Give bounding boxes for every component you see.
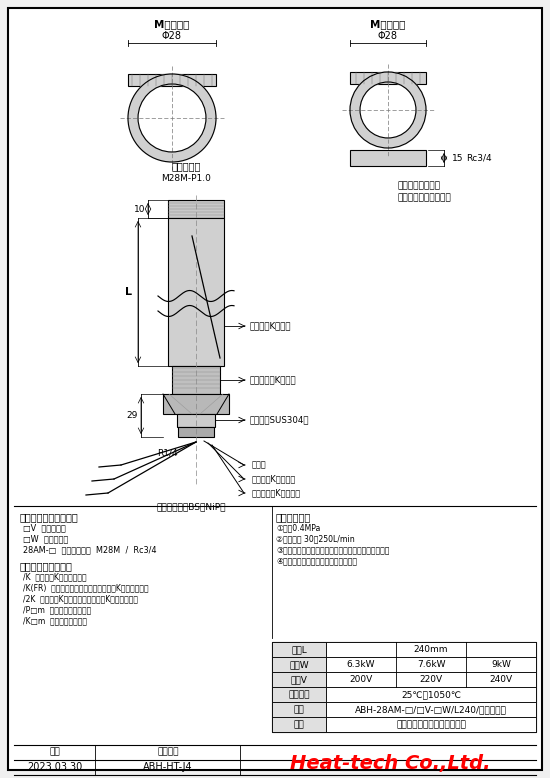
Text: 熱風吹出口: 熱風吹出口 (171, 161, 201, 171)
Text: M28M-P1.0: M28M-P1.0 (161, 173, 211, 183)
Text: 240mm: 240mm (414, 645, 448, 654)
Bar (272, 657, 326, 672)
Text: ④低温気体を供給せずに加熱すると、: ④低温気体を供給せずに加熱すると、 (276, 556, 357, 566)
Text: 高温用高出力型熱風ヒーター: 高温用高出力型熱風ヒーター (396, 720, 466, 729)
Text: 発熱体温度K熱電対線: 発熱体温度K熱電対線 (252, 489, 301, 497)
Text: 【注意事項】: 【注意事項】 (276, 512, 311, 522)
Text: 240V: 240V (490, 675, 513, 684)
Text: R1/4: R1/4 (157, 448, 177, 457)
Text: 28AM-□  吹出口の指定  M28M  /  Rc3/4: 28AM-□ 吹出口の指定 M28M / Rc3/4 (23, 545, 157, 555)
Text: Rc3/4: Rc3/4 (466, 153, 492, 163)
Bar (272, 672, 326, 687)
Text: 【オプション対応】: 【オプション対応】 (20, 561, 73, 571)
Text: Heat-tech Co.,Ltd.: Heat-tech Co.,Ltd. (290, 755, 490, 773)
Bar (272, 717, 326, 732)
Text: ABH-HT-J4: ABH-HT-J4 (143, 762, 193, 772)
Bar (326, 687, 536, 702)
Bar (350, 150, 426, 166)
Text: 電源線: 電源線 (252, 461, 267, 469)
Text: Φ28: Φ28 (378, 31, 398, 41)
Text: 管長L: 管長L (291, 645, 307, 654)
Text: M型内ネジ: M型内ネジ (370, 19, 406, 29)
Bar (128, 74, 216, 86)
Bar (272, 642, 536, 732)
Text: /P□m  電源線の長さの指定: /P□m 電源線の長さの指定 (23, 605, 91, 615)
Text: 2023.03.30: 2023.03.30 (28, 762, 82, 772)
Text: 6.3kW: 6.3kW (346, 660, 375, 669)
Text: 保護管（SUS304）: 保護管（SUS304） (250, 415, 310, 425)
Text: 図面番号: 図面番号 (157, 748, 179, 756)
Bar (326, 717, 536, 732)
Text: 10: 10 (134, 205, 146, 213)
Text: 型式: 型式 (294, 705, 304, 714)
Text: 日付: 日付 (50, 748, 60, 756)
Text: ABH-28AM-□/□V-□W/L240/オプション: ABH-28AM-□/□V-□W/L240/オプション (355, 705, 507, 714)
Text: 先端の継手金具は: 先端の継手金具は (398, 181, 441, 191)
Text: /2K  熱風温度K熱電対と発熱体温度K熱電対の追加: /2K 熱風温度K熱電対と発熱体温度K熱電対の追加 (23, 594, 138, 604)
Bar (163, 394, 229, 414)
Text: 7.6kW: 7.6kW (417, 660, 446, 669)
Polygon shape (128, 74, 216, 162)
Text: 29: 29 (126, 411, 138, 420)
Bar (326, 702, 536, 717)
Text: 気体供給口（BS・NiP）: 気体供給口（BS・NiP） (156, 503, 226, 511)
Bar (350, 72, 426, 84)
Bar (272, 642, 326, 657)
Text: 特注で作成数します。: 特注で作成数します。 (398, 194, 452, 202)
Bar (272, 687, 326, 702)
Bar (272, 702, 326, 717)
Text: □W  電力の指定: □W 電力の指定 (23, 534, 68, 544)
Bar (326, 657, 536, 672)
Text: 品名: 品名 (294, 720, 304, 729)
Text: □V  電圧の指定: □V 電圧の指定 (23, 524, 66, 532)
Text: /K□m  熱電対線長の指定: /K□m 熱電対線長の指定 (23, 616, 87, 626)
Text: 発熱体温度K熱電対: 発熱体温度K熱電対 (250, 376, 296, 384)
Bar (326, 672, 536, 687)
Text: 25℃～1050℃: 25℃～1050℃ (401, 690, 461, 699)
Bar (172, 366, 220, 394)
Text: 電力W: 電力W (289, 660, 309, 669)
Text: 9kW: 9kW (491, 660, 511, 669)
Text: 電圧V: 電圧V (290, 675, 307, 684)
Text: 熱風温度K熱電対線: 熱風温度K熱電対線 (252, 475, 296, 483)
Bar (178, 427, 214, 437)
Text: ①考入0.4MPa: ①考入0.4MPa (276, 524, 320, 532)
Text: 熱風温度: 熱風温度 (288, 690, 310, 699)
Text: ③供給気体はオイルミスト、水溟を除去して下さい。: ③供給気体はオイルミスト、水溟を除去して下さい。 (276, 545, 389, 555)
Text: L: L (125, 287, 133, 297)
Bar (177, 414, 215, 427)
Text: 【発注時の仕様指定】: 【発注時の仕様指定】 (20, 512, 79, 522)
Text: 熱風温度K熱電対: 熱風温度K熱電対 (250, 321, 292, 331)
Text: /K  熱風温度K熱電対の追加: /K 熱風温度K熱電対の追加 (23, 573, 87, 581)
Bar (168, 200, 224, 218)
Text: ②推奨流量 30～250L/min: ②推奨流量 30～250L/min (276, 534, 355, 544)
Polygon shape (350, 72, 426, 148)
Text: 15: 15 (452, 153, 464, 163)
Text: 220V: 220V (420, 675, 443, 684)
Bar (326, 642, 536, 657)
Text: M型外ネジ: M型外ネジ (155, 19, 190, 29)
Text: /K(FR)  フレキシブルロボットケーブルK熱電対の追加: /K(FR) フレキシブルロボットケーブルK熱電対の追加 (23, 584, 148, 593)
Text: Φ28: Φ28 (162, 31, 182, 41)
Bar (168, 218, 224, 366)
Text: 200V: 200V (349, 675, 373, 684)
